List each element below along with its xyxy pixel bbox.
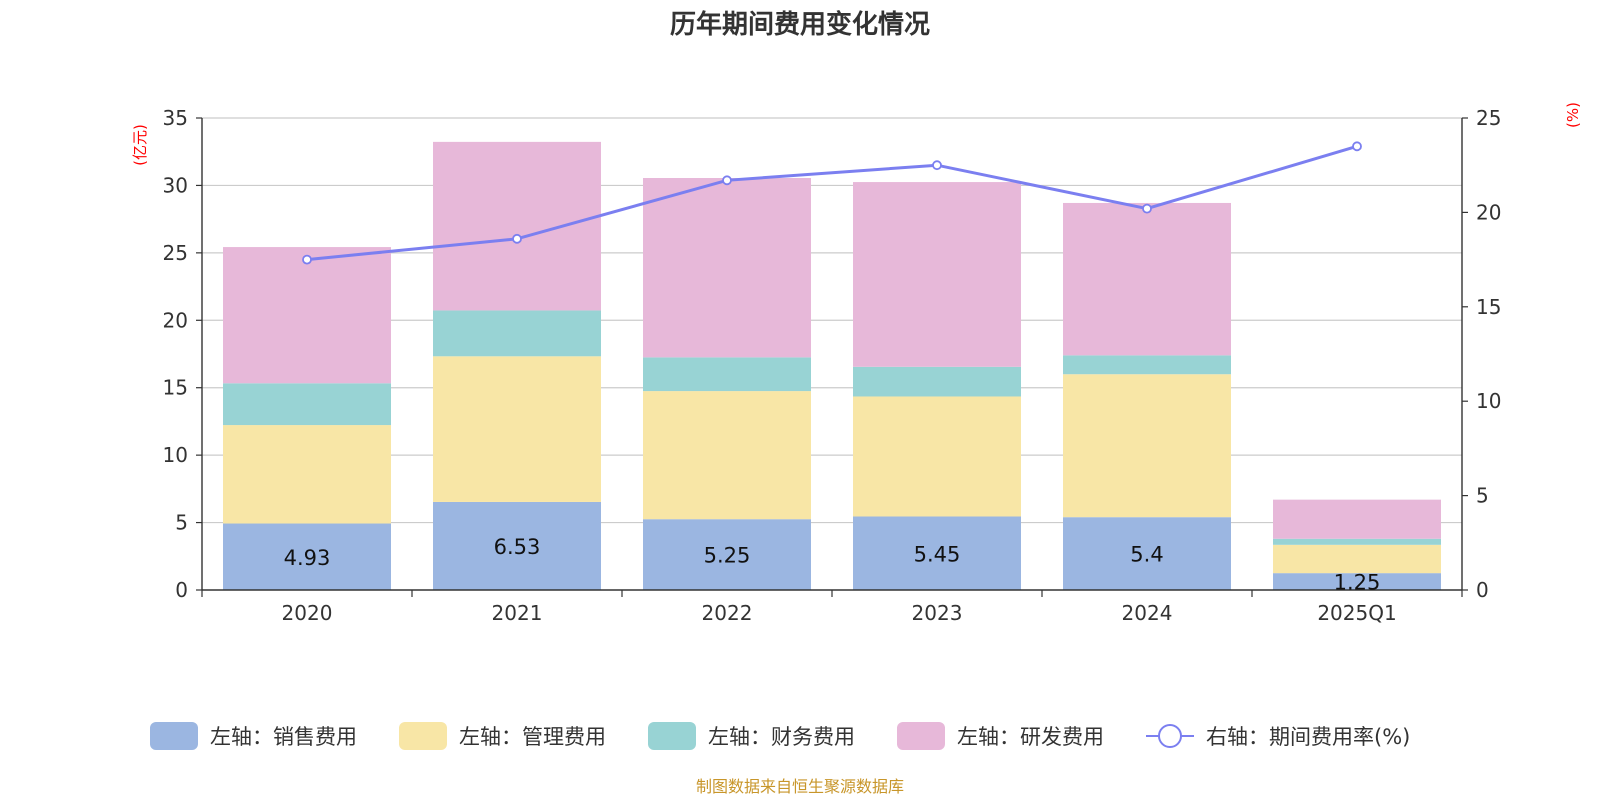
left-tick-label: 25 — [163, 241, 188, 265]
left-axis-unit: (亿元) — [131, 124, 149, 166]
left-tick-label: 20 — [163, 308, 188, 332]
bar-segment-2021-4 — [433, 141, 601, 311]
legend-swatch — [399, 722, 447, 750]
x-tick-label: 2020 — [282, 601, 333, 625]
legend-item-1[interactable]: 左轴：销售费用 — [150, 722, 357, 750]
x-tick-label: 2025Q1 — [1317, 601, 1396, 625]
rate-point — [932, 160, 942, 171]
left-tick-label: 15 — [163, 376, 188, 400]
bar-data-label: 5.45 — [914, 542, 961, 566]
bar-segment-2025Q1-2 — [1273, 544, 1441, 574]
bar-segment-2021-1 — [433, 501, 601, 590]
bar-segment-2025Q1-3 — [1273, 538, 1441, 545]
rate-line — [302, 141, 1362, 265]
bar-segment-2023-1 — [853, 516, 1021, 590]
legend-label: 左轴：管理费用 — [459, 725, 606, 749]
left-tick-label: 10 — [163, 443, 188, 467]
left-tick-label: 5 — [175, 511, 188, 535]
bar-segment-2024-3 — [1063, 355, 1231, 375]
x-tick-label: 2021 — [492, 601, 543, 625]
bar-segment-2022-2 — [643, 391, 811, 520]
bar-segment-2020-3 — [223, 383, 391, 426]
right-axis-unit: (%) — [1564, 102, 1582, 128]
bar-segment-2023-3 — [853, 366, 1021, 397]
legend-swatch — [150, 722, 198, 750]
legend-swatch — [897, 722, 945, 750]
right-tick-label: 15 — [1476, 295, 1501, 319]
legend-item-2[interactable]: 左轴：管理费用 — [399, 722, 606, 750]
bar-data-label: 1.25 — [1334, 571, 1381, 595]
legend-swatch — [648, 722, 696, 750]
left-tick-label: 0 — [175, 578, 188, 602]
x-tick-label: 2023 — [912, 601, 963, 625]
bar-segment-2025Q1-4 — [1273, 499, 1441, 539]
right-tick-label: 25 — [1476, 106, 1501, 130]
source-note: 制图数据来自恒生聚源数据库 — [696, 777, 904, 796]
bar-segment-2020-2 — [223, 425, 391, 524]
rate-point — [1352, 141, 1362, 152]
bar-segment-2020-4 — [223, 247, 391, 384]
bar-segment-2023-2 — [853, 396, 1021, 517]
legend-item-3[interactable]: 左轴：财务费用 — [648, 722, 855, 750]
x-tick-label: 2022 — [702, 601, 753, 625]
legend-item-5[interactable]: 右轴：期间费用率(%) — [1146, 724, 1410, 749]
bar-segment-2024-2 — [1063, 374, 1231, 518]
bar-segment-2023-4 — [853, 182, 1021, 367]
bar-segment-2024-4 — [1063, 202, 1231, 356]
left-tick-label: 35 — [163, 106, 188, 130]
left-tick-label: 30 — [163, 173, 188, 197]
chart-title: 历年期间费用变化情况 — [670, 9, 930, 40]
bar-segment-2022-4 — [643, 178, 811, 358]
bar-data-label: 5.25 — [704, 544, 751, 568]
legend-label: 左轴：销售费用 — [210, 725, 357, 749]
legend: 左轴：销售费用 左轴：管理费用 左轴：财务费用 左轴：研发费用 右轴：期间费用率(%) — [150, 722, 1410, 750]
right-tick-label: 20 — [1476, 200, 1501, 224]
bar-segment-2025Q1-1 — [1273, 573, 1441, 590]
axes: 0 5 10 15 20 25 30 35 0 5 10 15 20 25 2020 2021 2022 2023… — [163, 106, 1502, 625]
legend-marker — [1158, 724, 1182, 748]
x-tick-label: 2024 — [1122, 601, 1173, 625]
rate-point — [302, 254, 312, 265]
right-tick-label: 10 — [1476, 389, 1501, 413]
bar-segment-2024-1 — [1063, 517, 1231, 590]
bar-segment-2021-3 — [433, 310, 601, 357]
legend-label: 右轴：期间费用率(%) — [1206, 725, 1410, 749]
bar-data-label: 5.4 — [1130, 543, 1163, 567]
gridlines — [202, 117, 1462, 524]
bar-data-label: 4.93 — [284, 546, 331, 570]
rate-point — [1142, 203, 1152, 214]
rate-point — [512, 233, 522, 244]
rate-line-path — [306, 144, 1358, 262]
bars — [223, 141, 1441, 590]
legend-item-4[interactable]: 左轴：研发费用 — [897, 722, 1104, 750]
right-tick-label: 5 — [1476, 484, 1489, 508]
bar-data-label: 6.53 — [494, 535, 541, 559]
bar-labels: 4.93 6.53 5.25 5.45 5.4 1.25 — [284, 535, 1381, 595]
legend-label: 左轴：财务费用 — [708, 725, 855, 749]
bar-segment-2020-1 — [223, 523, 391, 590]
bar-segment-2022-3 — [643, 357, 811, 392]
bar-segment-2021-2 — [433, 356, 601, 502]
rate-point — [722, 175, 732, 186]
legend-label: 左轴：研发费用 — [957, 725, 1104, 749]
right-tick-label: 0 — [1476, 578, 1489, 602]
bar-segment-2022-1 — [643, 519, 811, 590]
